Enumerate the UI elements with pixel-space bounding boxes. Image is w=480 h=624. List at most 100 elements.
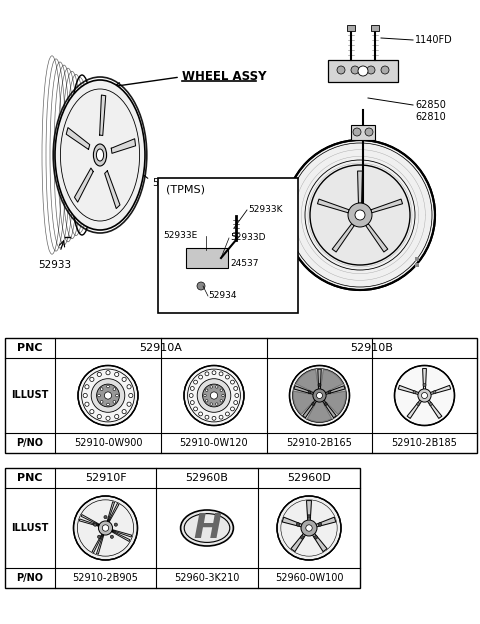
Circle shape <box>365 128 373 136</box>
Circle shape <box>91 379 125 412</box>
Circle shape <box>234 401 238 404</box>
Text: 52960D: 52960D <box>287 473 331 483</box>
Circle shape <box>337 66 345 74</box>
Bar <box>186 248 228 268</box>
Polygon shape <box>325 386 345 394</box>
Circle shape <box>115 373 119 376</box>
Polygon shape <box>66 127 90 149</box>
Text: ILLUST: ILLUST <box>12 523 48 533</box>
Polygon shape <box>107 502 115 522</box>
Circle shape <box>122 409 126 414</box>
Text: 52933: 52933 <box>38 260 72 270</box>
Circle shape <box>100 401 103 403</box>
Text: 52910-2B185: 52910-2B185 <box>392 438 457 448</box>
Circle shape <box>107 403 109 406</box>
Circle shape <box>90 378 94 381</box>
Circle shape <box>85 402 89 406</box>
Circle shape <box>90 409 94 414</box>
Text: 52910F: 52910F <box>84 473 126 483</box>
Circle shape <box>98 521 112 535</box>
Circle shape <box>324 402 327 406</box>
Circle shape <box>235 394 239 397</box>
Circle shape <box>96 384 120 407</box>
Polygon shape <box>296 369 319 393</box>
Circle shape <box>310 165 410 265</box>
Ellipse shape <box>180 510 233 546</box>
Polygon shape <box>100 95 106 135</box>
Circle shape <box>222 394 224 397</box>
Circle shape <box>417 402 420 406</box>
Circle shape <box>312 402 315 406</box>
Text: 52910-0W900: 52910-0W900 <box>74 438 142 448</box>
Polygon shape <box>293 391 315 414</box>
Polygon shape <box>320 369 343 393</box>
Polygon shape <box>294 386 314 394</box>
Circle shape <box>226 412 229 416</box>
Circle shape <box>316 392 323 399</box>
Polygon shape <box>312 533 327 552</box>
Circle shape <box>114 523 118 526</box>
Text: 24537: 24537 <box>230 258 259 268</box>
Polygon shape <box>108 504 119 522</box>
Circle shape <box>348 203 372 227</box>
Circle shape <box>205 389 208 391</box>
Polygon shape <box>112 530 132 537</box>
Circle shape <box>115 414 119 419</box>
Polygon shape <box>407 400 422 419</box>
Circle shape <box>289 366 349 426</box>
Circle shape <box>197 379 231 412</box>
Text: PNC: PNC <box>17 343 43 353</box>
Text: P/NO: P/NO <box>16 438 44 448</box>
Circle shape <box>94 523 97 526</box>
Polygon shape <box>358 171 362 203</box>
Circle shape <box>210 403 213 405</box>
Polygon shape <box>322 400 336 418</box>
Bar <box>371 25 379 31</box>
Circle shape <box>358 66 368 76</box>
Circle shape <box>97 394 100 397</box>
Polygon shape <box>315 517 336 527</box>
Circle shape <box>306 525 312 531</box>
Circle shape <box>184 366 244 426</box>
Polygon shape <box>427 400 442 419</box>
Text: 52910B: 52910B <box>350 343 394 353</box>
Circle shape <box>301 520 317 536</box>
Circle shape <box>277 496 341 560</box>
Circle shape <box>97 535 101 539</box>
Text: 52910A: 52910A <box>140 343 182 353</box>
Polygon shape <box>105 171 120 208</box>
Circle shape <box>199 412 203 416</box>
Text: 52933E: 52933E <box>163 232 197 240</box>
Text: 52910-0W120: 52910-0W120 <box>180 438 248 448</box>
Circle shape <box>296 523 300 526</box>
Ellipse shape <box>55 80 145 230</box>
Circle shape <box>97 414 101 419</box>
Circle shape <box>381 66 389 74</box>
Circle shape <box>122 378 126 381</box>
Circle shape <box>191 401 194 404</box>
Text: 52960-3K210: 52960-3K210 <box>174 573 240 583</box>
Circle shape <box>205 415 209 419</box>
Bar <box>347 25 355 31</box>
Polygon shape <box>430 386 451 394</box>
Text: 52910-2B165: 52910-2B165 <box>287 438 352 448</box>
Bar <box>328 60 398 82</box>
Circle shape <box>110 535 113 539</box>
Bar <box>415 263 419 267</box>
Text: 62810: 62810 <box>415 112 446 122</box>
Circle shape <box>205 399 208 402</box>
Polygon shape <box>291 533 306 552</box>
Bar <box>158 178 298 313</box>
Circle shape <box>193 407 197 411</box>
Circle shape <box>367 66 375 74</box>
Text: 52933D: 52933D <box>230 233 265 243</box>
Polygon shape <box>111 139 135 154</box>
Circle shape <box>423 384 426 386</box>
Circle shape <box>85 384 89 389</box>
Circle shape <box>220 389 223 391</box>
Circle shape <box>78 366 138 426</box>
Polygon shape <box>96 535 104 554</box>
Circle shape <box>107 385 109 388</box>
Circle shape <box>285 140 435 290</box>
Circle shape <box>210 386 213 388</box>
